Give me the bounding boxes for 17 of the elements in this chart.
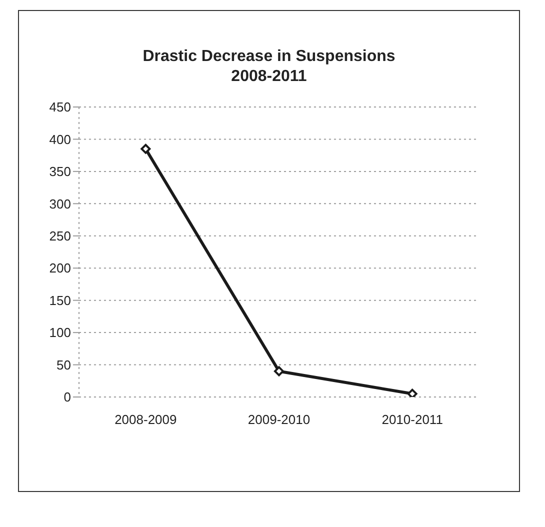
y-tick-label: 300 [49, 196, 71, 212]
y-tick-label: 250 [49, 228, 71, 244]
y-tick-label: 450 [49, 100, 71, 115]
x-tick-label: 2008-2009 [114, 412, 177, 428]
y-tick-label: 400 [49, 132, 71, 147]
y-tick-label: 200 [49, 260, 71, 276]
point [140, 144, 151, 154]
point [407, 388, 418, 397]
y-tick-label: 50 [56, 357, 71, 372]
y-tick-label: 0 [64, 390, 71, 405]
chart-title: Drastic Decrease in Suspensions 2008-2011 [142, 47, 396, 87]
x-tick-label: 2010-2011 [382, 412, 443, 428]
x-tick-label: 2009-2010 [248, 412, 310, 428]
y-tick-label: 100 [49, 325, 71, 340]
y-tick-label: 150 [49, 292, 71, 308]
y-tick-label: 350 [49, 164, 71, 180]
point [274, 366, 284, 376]
